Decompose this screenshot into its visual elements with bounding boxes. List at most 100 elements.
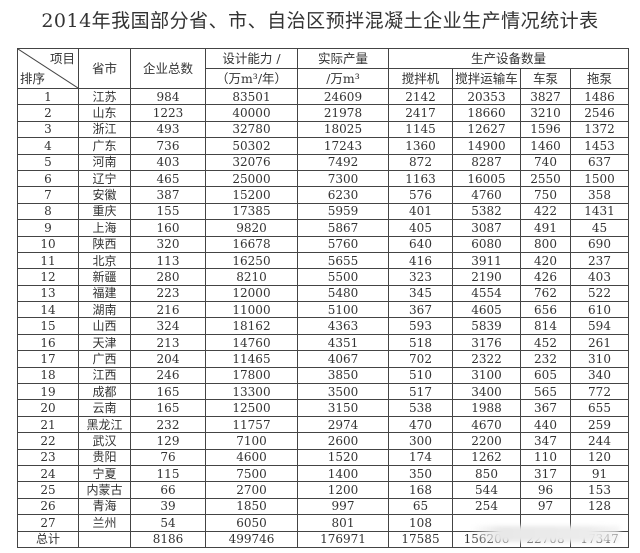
table-row: 22 武汉 129 7100 2600 300 2200 347 244 bbox=[17, 432, 630, 450]
cell-province: 内蒙古 bbox=[78, 481, 131, 499]
cell-capacity: 17385 bbox=[205, 202, 298, 221]
cell-trailer-pump: 1372 bbox=[569, 120, 630, 139]
cell-mixer: 401 bbox=[388, 202, 453, 221]
cell-companies: 165 bbox=[130, 383, 206, 401]
cell-output: 5867 bbox=[297, 219, 389, 237]
cell-output: 18025 bbox=[297, 120, 389, 139]
cell-truck: 4554 bbox=[452, 284, 521, 303]
cell-output: 4363 bbox=[297, 317, 389, 335]
cell-mixer: 1360 bbox=[388, 137, 453, 155]
cell-pump-truck: 97 bbox=[520, 497, 571, 516]
cell-companies: 465 bbox=[130, 169, 206, 188]
cell-mixer: 350 bbox=[388, 464, 453, 483]
header-capacity-line2: （万m³/年） bbox=[205, 68, 298, 89]
cell-truck: 6080 bbox=[452, 235, 521, 253]
cell-companies: 204 bbox=[130, 350, 206, 368]
cell-pump-truck: 605 bbox=[520, 366, 571, 385]
cell-trailer-pump: 1500 bbox=[569, 169, 630, 188]
total-output: 176971 bbox=[297, 530, 389, 548]
cell-rank: 20 bbox=[17, 399, 79, 417]
cell-province: 河南 bbox=[78, 153, 131, 171]
cell-pump-truck: 3827 bbox=[520, 87, 571, 106]
cell-rank: 7 bbox=[17, 186, 79, 204]
cell-trailer-pump: 2546 bbox=[569, 104, 630, 122]
cell-companies: 76 bbox=[130, 448, 206, 466]
cell-output: 801 bbox=[297, 514, 389, 532]
cell-companies: 129 bbox=[130, 432, 206, 450]
cell-trailer-pump: 690 bbox=[569, 235, 630, 253]
header-output-line2: /万m³ bbox=[297, 68, 389, 89]
table-row: 11 北京 113 16250 5655 416 3911 420 237 bbox=[17, 251, 630, 270]
cell-province: 湖南 bbox=[78, 301, 131, 319]
cell-companies: 216 bbox=[130, 301, 206, 319]
cell-rank: 15 bbox=[17, 317, 79, 335]
cell-capacity: 83501 bbox=[205, 87, 298, 106]
corner-bottom-label: 排序 bbox=[20, 71, 46, 86]
header-equipment: 生产设备数量 bbox=[387, 48, 630, 69]
diagonal-line bbox=[18, 49, 78, 88]
cell-output: 6230 bbox=[297, 186, 389, 204]
cell-output: 2600 bbox=[297, 432, 389, 450]
cell-province: 兰州 bbox=[78, 514, 131, 532]
cell-capacity: 15200 bbox=[205, 186, 298, 204]
cell-pump-truck: 1460 bbox=[520, 137, 571, 155]
cell-truck: 1262 bbox=[452, 448, 521, 466]
cell-mixer: 872 bbox=[388, 153, 453, 171]
cell-truck: 4760 bbox=[452, 186, 521, 204]
cell-mixer: 2142 bbox=[388, 87, 453, 106]
cell-trailer-pump: 45 bbox=[569, 219, 630, 237]
cell-mixer: 593 bbox=[388, 317, 453, 335]
cell-pump-truck: 452 bbox=[520, 333, 571, 352]
cell-province: 江西 bbox=[78, 366, 131, 385]
cell-output: 5959 bbox=[297, 202, 389, 221]
cell-rank: 13 bbox=[17, 284, 79, 303]
table-row: 9 上海 160 9820 5867 405 3087 491 45 bbox=[17, 219, 630, 237]
cell-trailer-pump: 340 bbox=[569, 366, 630, 385]
table-row: 3 浙江 493 32780 18025 1145 12627 1596 1372 bbox=[17, 120, 630, 139]
table-row: 23 贵阳 76 4600 1520 174 1262 110 120 bbox=[17, 448, 630, 466]
cell-trailer-pump: 403 bbox=[569, 268, 630, 286]
cell-trailer-pump: 128 bbox=[569, 497, 630, 516]
cell-output: 5655 bbox=[297, 251, 389, 270]
table-row: 26 青海 39 1850 997 65 254 97 128 bbox=[17, 497, 630, 516]
cell-capacity: 17800 bbox=[205, 366, 298, 385]
cell-trailer-pump: 310 bbox=[569, 350, 630, 368]
cell-pump-truck: 347 bbox=[520, 432, 571, 450]
cell-companies: 232 bbox=[130, 415, 206, 434]
cell-province: 成都 bbox=[78, 383, 131, 401]
cell-trailer-pump: 153 bbox=[569, 481, 630, 499]
cell-output: 1520 bbox=[297, 448, 389, 466]
cell-companies: 223 bbox=[130, 284, 206, 303]
cell-companies: 160 bbox=[130, 219, 206, 237]
cell-province: 重庆 bbox=[78, 202, 131, 221]
cell-output: 7300 bbox=[297, 169, 389, 188]
cell-capacity: 32780 bbox=[205, 120, 298, 139]
statistics-table: 项目 排序 省市 企业总数 设计能力 / 实际产量 生产设备数量 （万m³/年）… bbox=[17, 48, 630, 548]
cell-province: 浙江 bbox=[78, 120, 131, 139]
cell-mixer: 174 bbox=[388, 448, 453, 466]
cell-rank: 25 bbox=[17, 481, 79, 499]
cell-province: 天津 bbox=[78, 333, 131, 352]
cell-truck: 14900 bbox=[452, 137, 521, 155]
cell-rank: 21 bbox=[17, 415, 79, 434]
cell-capacity: 25000 bbox=[205, 169, 298, 188]
cell-capacity: 9820 bbox=[205, 219, 298, 237]
cell-trailer-pump: 594 bbox=[569, 317, 630, 335]
cell-rank: 23 bbox=[17, 448, 79, 466]
cell-mixer: 108 bbox=[388, 514, 453, 532]
cell-truck: 3911 bbox=[452, 251, 521, 270]
cell-truck: 254 bbox=[452, 497, 521, 516]
cell-mixer: 1163 bbox=[388, 169, 453, 188]
cell-output: 24609 bbox=[297, 87, 389, 106]
cell-output: 3500 bbox=[297, 383, 389, 401]
cell-rank: 26 bbox=[17, 497, 79, 516]
table-row: 7 安徽 387 15200 6230 576 4760 750 358 bbox=[17, 186, 630, 204]
cell-companies: 736 bbox=[130, 137, 206, 155]
cell-truck: 544 bbox=[452, 481, 521, 499]
cell-output: 17243 bbox=[297, 137, 389, 155]
cell-capacity: 7100 bbox=[205, 432, 298, 450]
table-row: 4 广东 736 50302 17243 1360 14900 1460 1453 bbox=[17, 137, 630, 155]
header-trailer-pump: 拖泵 bbox=[569, 68, 630, 89]
cell-output: 5100 bbox=[297, 301, 389, 319]
cell-capacity: 16678 bbox=[205, 235, 298, 253]
